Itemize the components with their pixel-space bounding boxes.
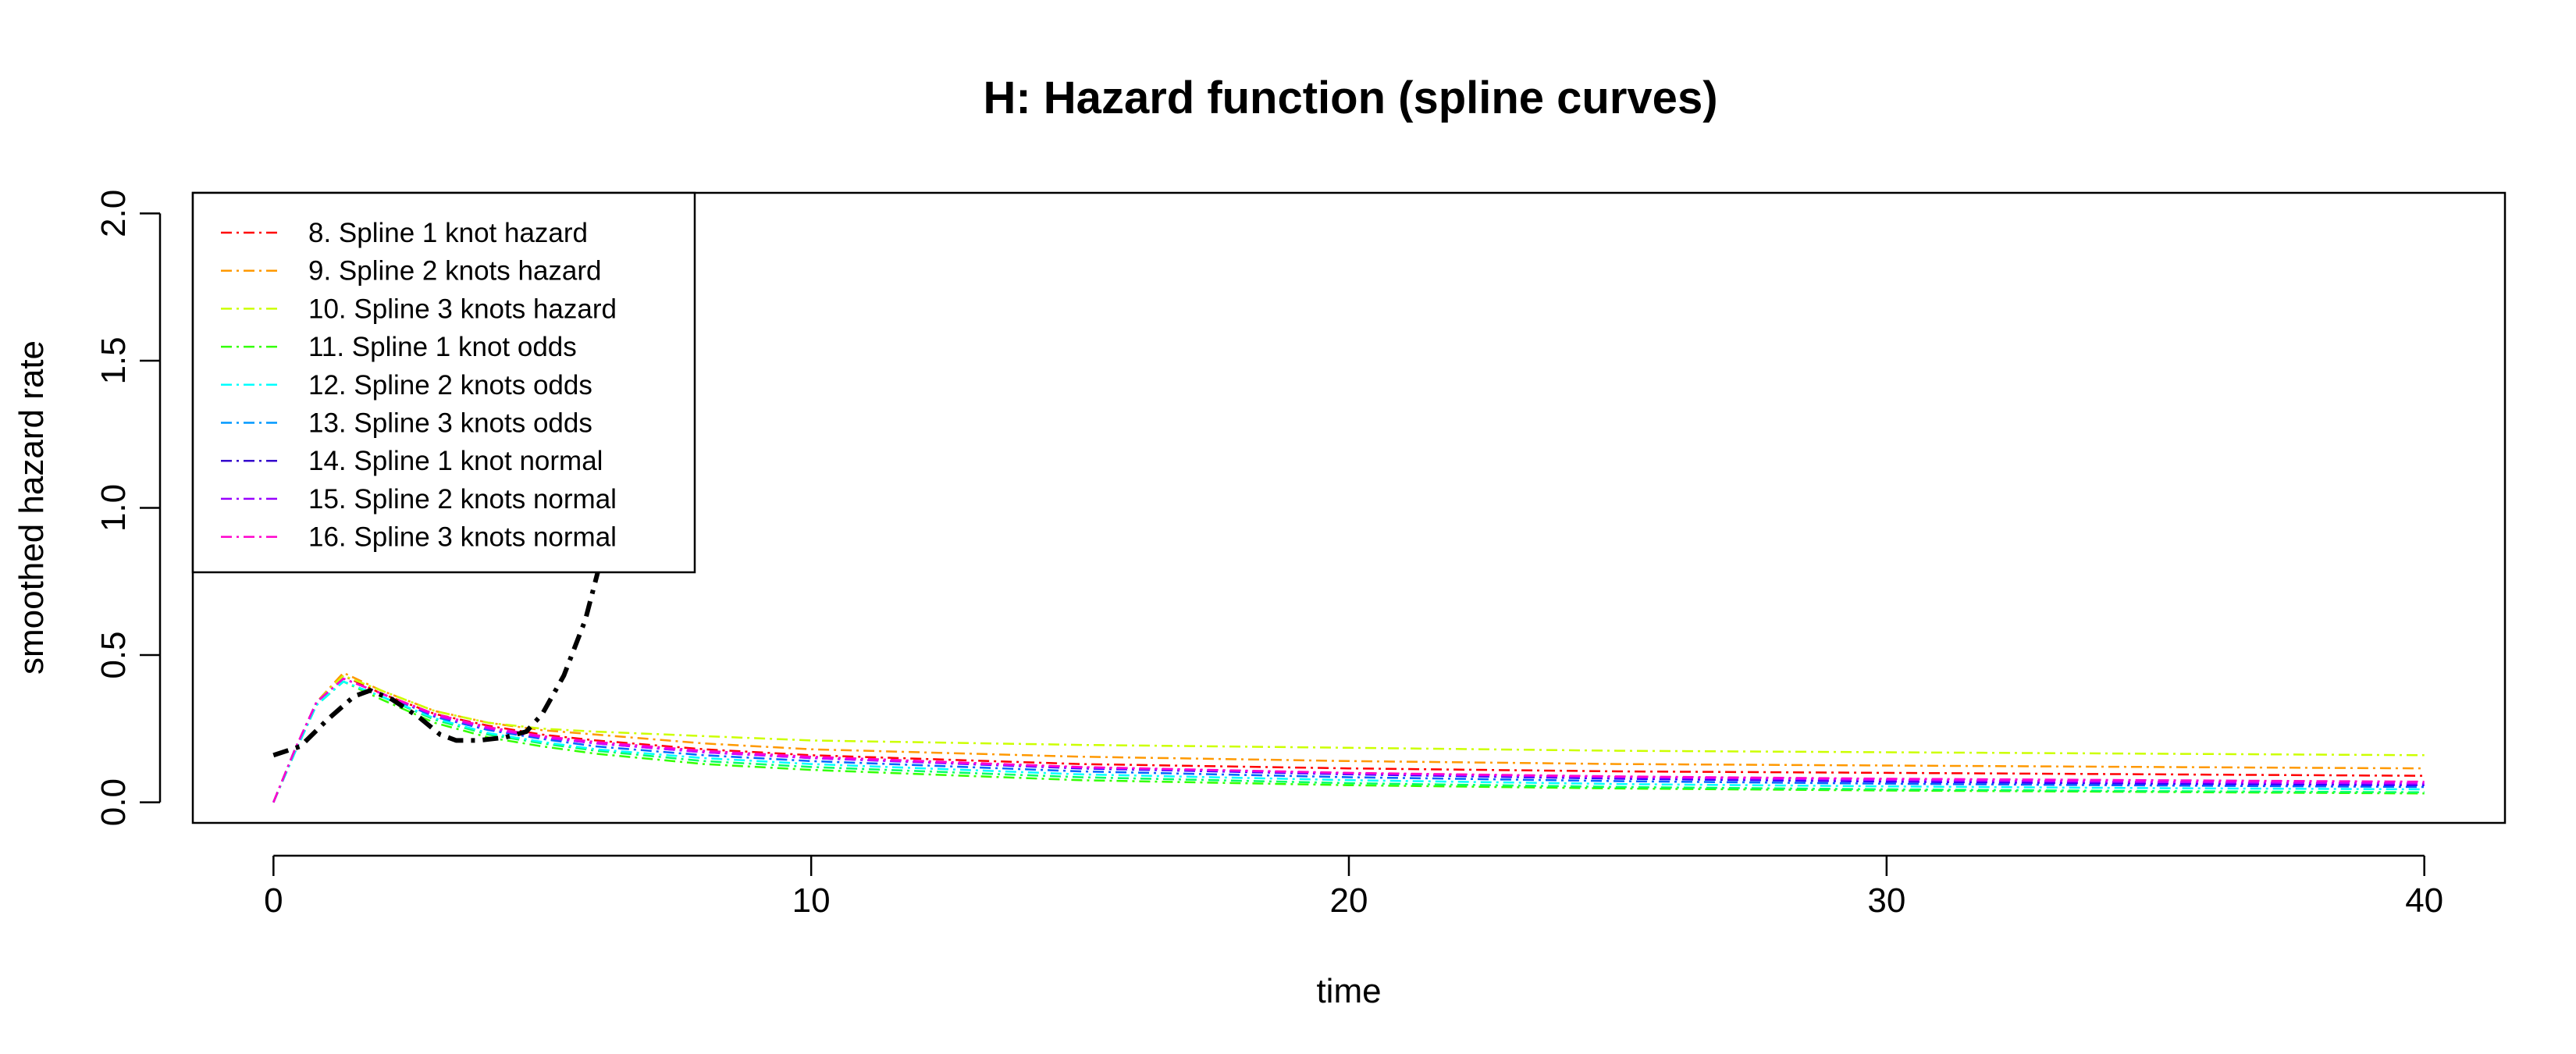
legend-label: 16. Spline 3 knots normal [308,522,617,553]
y-axis: 0.0 0.5 1.0 1.5 2.0 [94,190,162,826]
y-tick-label: 0.0 [94,778,133,826]
series-line-3 [272,674,2425,803]
legend-label: 15. Spline 2 knots normal [308,484,617,515]
legend-label: 13. Spline 3 knots odds [308,408,592,439]
series-line-1 [272,674,2425,803]
x-tick-label: 0 [264,881,283,920]
series-line-2 [272,671,2425,803]
y-tick-label: 1.0 [94,484,133,532]
legend-box [191,191,696,574]
legend-label: 12. Spline 2 knots odds [308,370,592,401]
legend-label: 8. Spline 1 knot hazard [308,218,588,248]
x-axis: 0 10 20 30 40 [264,854,2443,920]
x-tick-label: 20 [1330,881,1368,920]
plot-area [272,272,2425,803]
legend-label: 10. Spline 3 knots hazard [308,294,617,324]
x-axis-label: time [1316,972,1381,1010]
x-tick-label: 40 [2405,881,2443,920]
y-tick-label: 1.5 [94,336,133,384]
x-tick-label: 30 [1867,881,1905,920]
y-tick-label: 2.0 [94,190,133,237]
y-axis-label: smoothed hazard rate [12,340,51,675]
series-line-7 [272,677,2425,803]
series-line-10 [272,677,2425,803]
y-tick-label: 0.5 [94,631,133,678]
reference-line [272,272,642,758]
series-line-6 [272,680,2425,803]
series-line-8 [272,677,2425,803]
legend: 8. Spline 1 knot hazard 9. Spline 2 knots… [191,191,696,574]
legend-label: 9. Spline 2 knots hazard [308,256,602,287]
chart-title: H: Hazard function (spline curves) [983,73,1717,123]
legend-label: 11. Spline 1 knot odds [308,332,577,362]
legend-label: 14. Spline 1 knot normal [308,446,603,476]
x-tick-label: 10 [792,881,831,920]
